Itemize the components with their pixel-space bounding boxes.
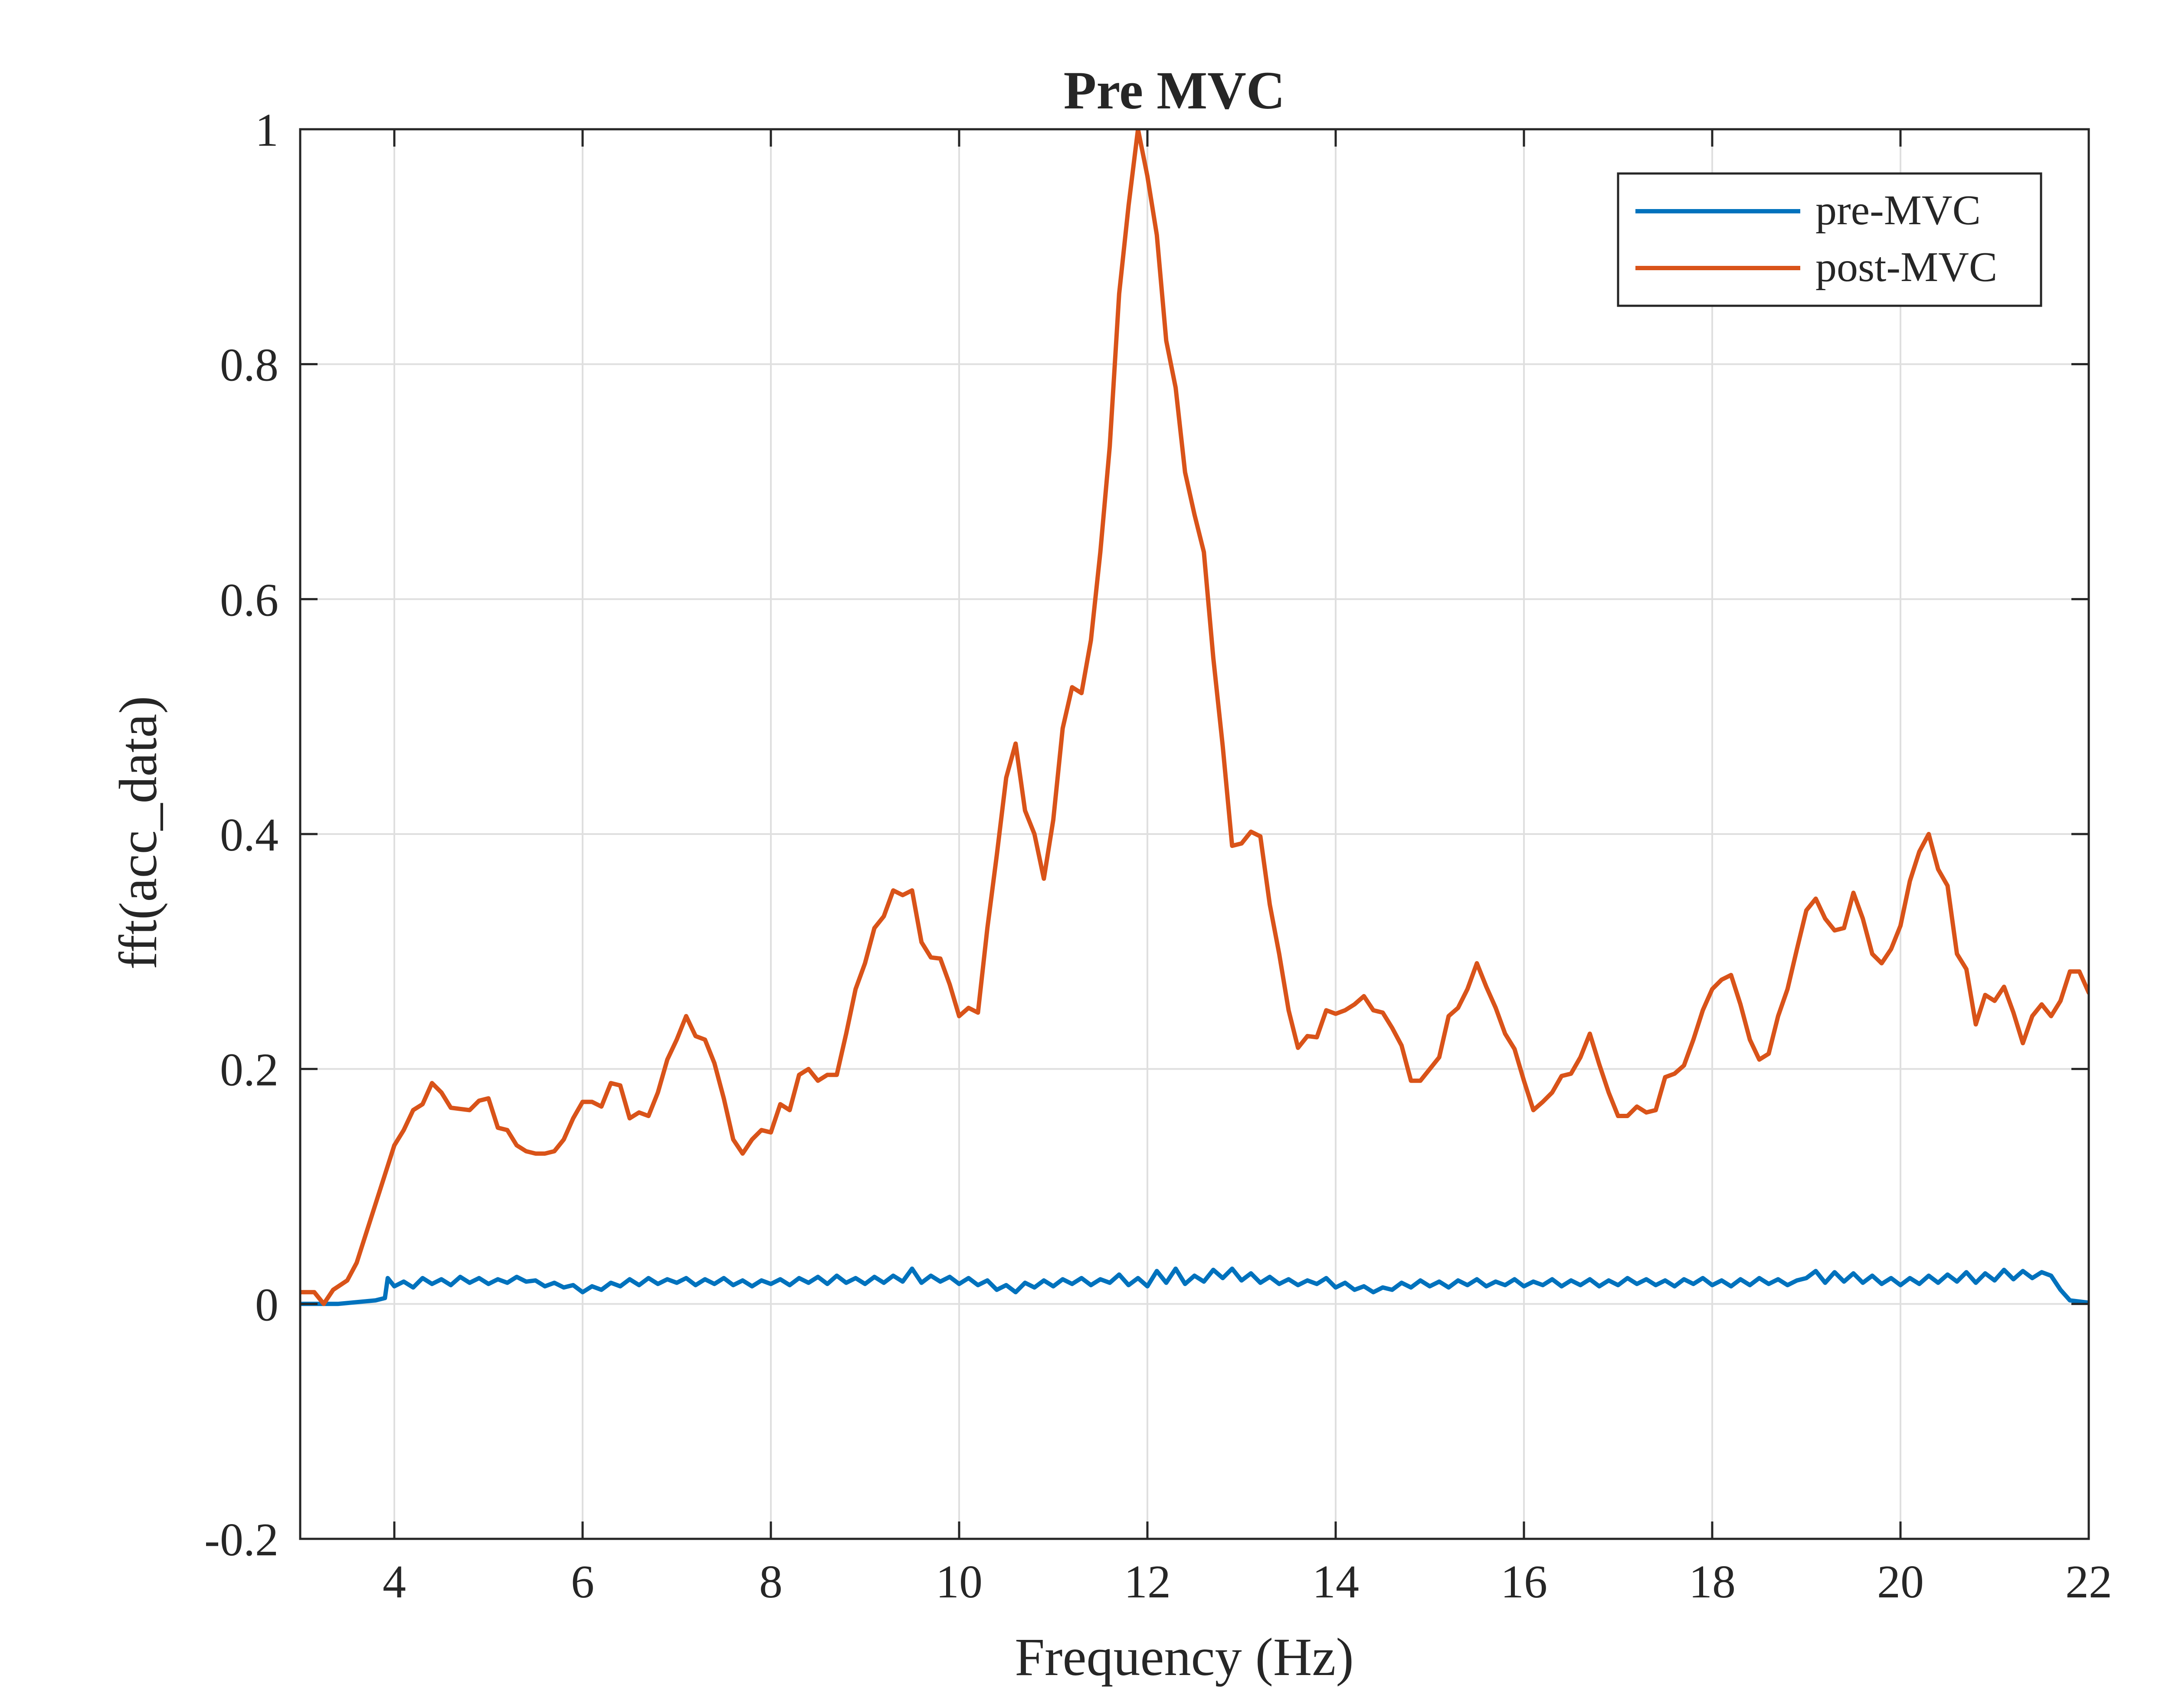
- x-tick-label: 18: [1689, 1556, 1736, 1608]
- series-line-post-mvc: [300, 129, 2089, 1306]
- y-tick-label: 0.4: [220, 809, 278, 861]
- legend-label-post-mvc: post-MVC: [1815, 244, 1997, 291]
- series-lines: [300, 129, 2089, 1306]
- y-tick-label: 0.8: [220, 340, 278, 391]
- y-tick-label: 1: [255, 105, 278, 156]
- x-tick-label: 6: [571, 1556, 594, 1608]
- x-tick-label: 12: [1124, 1556, 1171, 1608]
- y-tick-label: 0.6: [220, 574, 278, 626]
- x-tick-label: 10: [936, 1556, 983, 1608]
- x-tick-label: 8: [759, 1556, 783, 1608]
- x-axis-label: Frequency (Hz): [1015, 1627, 1354, 1687]
- x-tick-label: 20: [1877, 1556, 1924, 1608]
- y-axis-label: fft(acc_data): [108, 696, 168, 969]
- legend-label-pre-mvc: pre-MVC: [1815, 187, 1981, 234]
- x-tick-label: 4: [383, 1556, 406, 1608]
- x-tick-label: 22: [2065, 1556, 2112, 1608]
- legend: pre-MVC post-MVC: [1617, 172, 2042, 307]
- chart-title: Pre MVC: [1064, 61, 1285, 120]
- y-tick-label: 0: [255, 1279, 278, 1331]
- tick-labels: 4 6 8 10 12 14 16 18 20 22 -0.2 0 0.2 0.4 0.6 0.8 1: [204, 105, 2112, 1608]
- x-tick-label: 14: [1312, 1556, 1359, 1608]
- y-tick-label: 0.2: [220, 1044, 278, 1096]
- axes: [299, 128, 2090, 1540]
- series-line-pre-mvc: [300, 1266, 2089, 1306]
- y-tick-label: -0.2: [204, 1514, 278, 1566]
- legend-box: [1617, 172, 2042, 307]
- x-tick-label: 16: [1501, 1556, 1547, 1608]
